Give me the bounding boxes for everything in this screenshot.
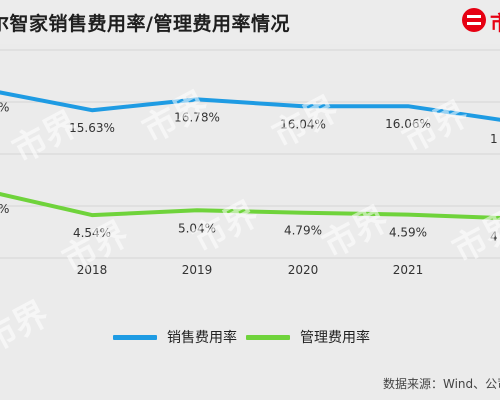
source-note: 数据来源：Wind、公司 xyxy=(383,377,500,391)
page-title: 尔智家销售费用率/管理费用率情况 xyxy=(0,13,290,35)
x-axis-tick-labels: 20182019202020212 xyxy=(77,263,424,277)
data-label: 16.04% xyxy=(280,117,326,131)
legend: 销售费用率 管理费用率 xyxy=(0,322,500,352)
legend-label-sales: 销售费用率 xyxy=(167,330,237,346)
data-label: 4.59% xyxy=(389,226,427,240)
legend-swatch-sales xyxy=(113,334,157,340)
brand-logo-text: 市界 xyxy=(490,7,500,36)
data-label: % xyxy=(0,101,9,115)
x-tick-label: 2018 xyxy=(77,263,108,277)
series-line-admin xyxy=(0,192,500,221)
x-tick-label: 2020 xyxy=(288,263,319,277)
brand-logo-icon xyxy=(462,8,486,32)
data-label: 15.63% xyxy=(69,121,115,135)
title-bar: 尔智家销售费用率/管理费用率情况 市界 xyxy=(0,0,500,44)
data-label: 16.78% xyxy=(174,110,220,124)
data-label: 1 xyxy=(490,132,498,146)
x-tick-label: 2021 xyxy=(393,263,424,277)
series-layer xyxy=(0,90,500,221)
data-label-layer: % 15.63% 16.78% 16.04% 16.06% 1% 4.54% 5.04% 4.7… xyxy=(0,101,498,244)
legend-item-sales: 销售费用率 xyxy=(113,322,237,352)
legend-item-admin: 管理费用率 xyxy=(246,322,370,352)
data-label: 16.06% xyxy=(385,117,431,131)
legend-swatch-admin xyxy=(246,334,290,340)
brand-logo: 市界 xyxy=(462,7,500,35)
data-label: 4 xyxy=(490,229,498,243)
data-label: 5.04% xyxy=(178,221,216,235)
x-tick-label: 2019 xyxy=(182,263,213,277)
series-line-sales xyxy=(0,90,500,122)
data-label: % xyxy=(0,202,9,216)
data-label: 4.79% xyxy=(284,224,322,238)
legend-label-admin: 管理费用率 xyxy=(300,330,370,346)
grid-layer xyxy=(0,49,500,259)
data-label: 4.54% xyxy=(73,226,111,240)
